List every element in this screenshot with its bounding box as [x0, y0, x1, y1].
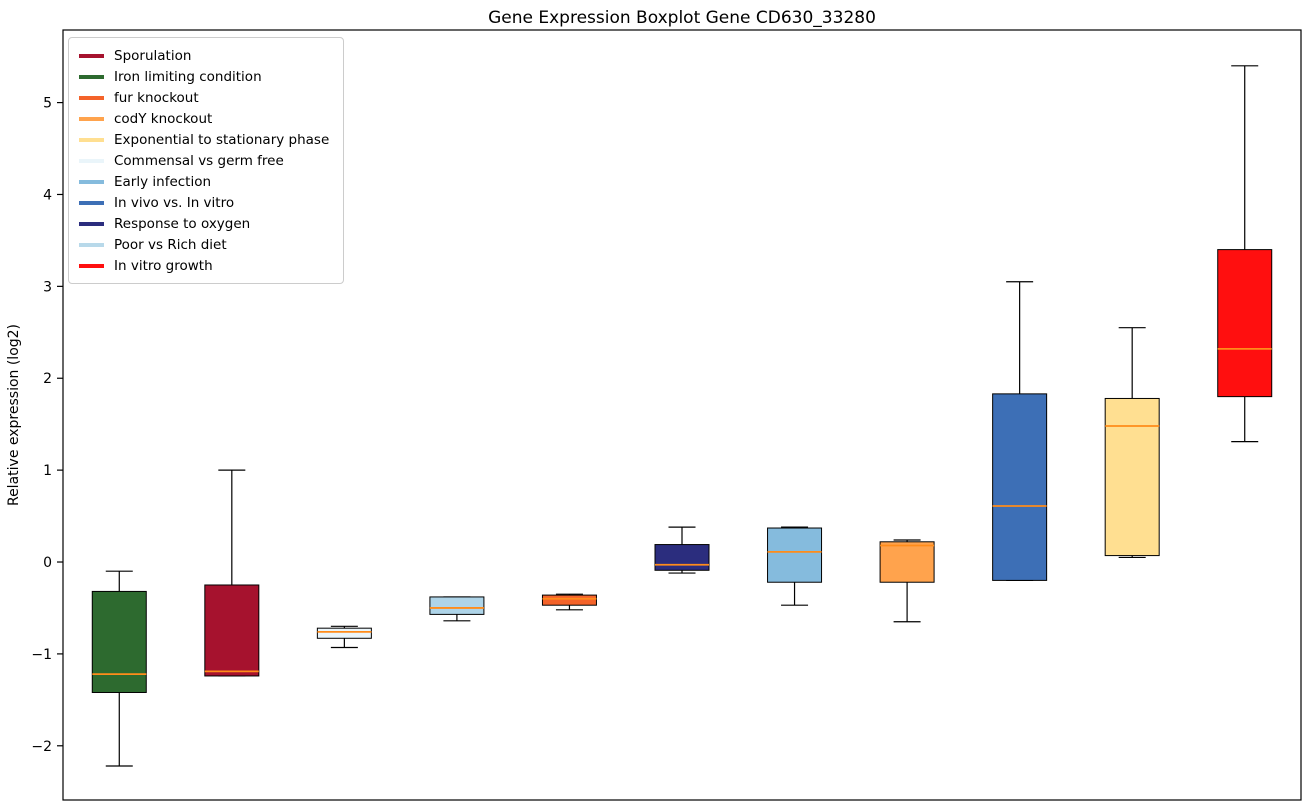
box-9-in-vivo-vs-in-vitro [992, 281, 1048, 581]
y-tick-label: 3 [43, 279, 52, 295]
legend-item: Iron limiting condition [79, 66, 329, 87]
y-tick-label: −1 [31, 647, 52, 663]
legend-label: Early infection [114, 173, 212, 190]
iqr-box [429, 596, 485, 615]
iqr-box [654, 544, 710, 571]
legend-item: Commensal vs germ free [79, 150, 329, 171]
legend-swatch [79, 221, 104, 226]
box-3-commensal-vs-germ-free [316, 625, 372, 649]
legend-swatch [79, 179, 104, 184]
legend-label: Iron limiting condition [114, 68, 262, 85]
legend-label: codY knockout [114, 110, 213, 127]
legend-item: Response to oxygen [79, 213, 329, 234]
legend-label: fur knockout [114, 89, 199, 106]
box-6-response-to-oxygen [654, 526, 710, 574]
plot-frame [62, 29, 1302, 801]
legend-swatch [79, 200, 104, 205]
legend-swatch [79, 242, 104, 247]
legend-swatch [79, 116, 104, 121]
iqr-box [204, 584, 260, 677]
iqr-box [91, 590, 147, 693]
legend-item: codY knockout [79, 108, 329, 129]
chart-title: Gene Expression Boxplot Gene CD630_33280 [488, 8, 876, 28]
iqr-box [1104, 397, 1160, 557]
iqr-box [992, 393, 1048, 581]
legend-swatch [79, 95, 104, 100]
legend: Sporulation Iron limiting condition fur kn… [68, 37, 345, 284]
y-tick-label: 2 [43, 371, 52, 387]
legend-swatch [79, 74, 104, 79]
legend-item: Early infection [79, 171, 329, 192]
legend-label: Commensal vs germ free [114, 152, 284, 169]
legend-item: Sporulation [79, 45, 329, 66]
y-tick-label: 1 [43, 463, 52, 479]
iqr-box [1217, 249, 1273, 398]
box-11-in-vitro-growth [1217, 65, 1273, 443]
iqr-box [316, 627, 372, 639]
y-tick-label: 4 [43, 187, 52, 203]
legend-label: In vitro growth [114, 257, 213, 274]
iqr-box [879, 541, 935, 583]
legend-item: fur knockout [79, 87, 329, 108]
y-tick-label: 5 [43, 96, 52, 112]
legend-item: In vivo vs. In vitro [79, 192, 329, 213]
legend-item: In vitro growth [79, 255, 329, 276]
legend-label: Sporulation [114, 47, 192, 64]
y-tick-label: 0 [43, 555, 52, 571]
legend-label: In vivo vs. In vitro [114, 194, 235, 211]
box-7-early-infection [767, 526, 823, 606]
box-5-fur-knockout [541, 593, 597, 611]
legend-swatch [79, 137, 104, 142]
legend-item: Poor vs Rich diet [79, 234, 329, 255]
legend-label: Poor vs Rich diet [114, 236, 227, 253]
legend-swatch [79, 158, 104, 163]
y-tick-label: −2 [31, 739, 52, 755]
box-10-exponential-to-stationary-phase [1104, 327, 1160, 559]
iqr-box [767, 527, 823, 583]
box-1-iron-limiting-condition [91, 570, 147, 767]
iqr-box [541, 594, 597, 606]
legend-label: Response to oxygen [114, 215, 251, 232]
box-8-cody-knockout [879, 539, 935, 623]
legend-label: Exponential to stationary phase [114, 131, 330, 148]
box-2-sporulation [204, 469, 260, 677]
legend-swatch [79, 263, 104, 268]
legend-item: Exponential to stationary phase [79, 129, 329, 150]
box-4-poor-vs-rich-diet [429, 596, 485, 622]
legend-swatch [79, 53, 104, 58]
